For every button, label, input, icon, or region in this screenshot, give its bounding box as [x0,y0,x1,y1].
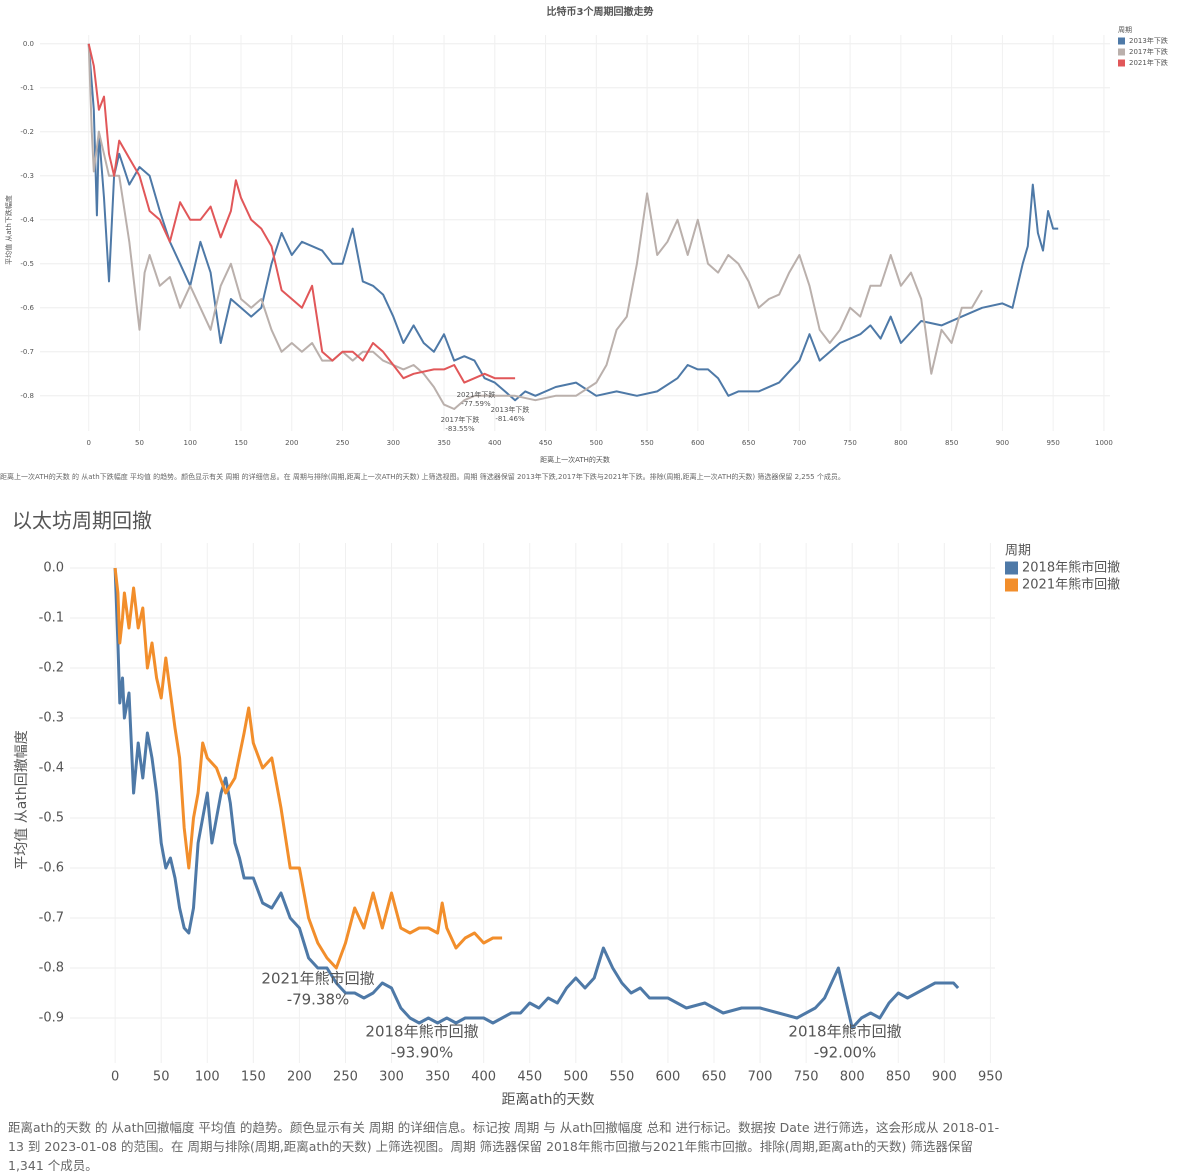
y-tick-label: -0.7 [39,911,64,926]
y-tick-label: -0.5 [20,260,34,268]
x-tick-label: 150 [241,1070,266,1085]
chart-title: 以太坊周期回撤 [12,509,152,533]
y-tick-label: -0.1 [39,611,64,626]
y-tick-label: -0.7 [20,348,34,356]
x-tick-label: 700 [748,1070,773,1085]
x-tick-label: 500 [563,1070,588,1085]
x-tick-label: 850 [945,439,958,447]
x-tick-label: 600 [656,1070,681,1085]
x-tick-label: 0 [111,1070,119,1085]
y-tick-label: -0.1 [20,84,34,92]
x-tick-label: 350 [425,1070,450,1085]
x-tick-label: 50 [153,1070,170,1085]
x-tick-label: 400 [488,439,501,447]
x-tick-label: 200 [285,439,298,447]
y-tick-label: -0.4 [39,761,64,776]
y-tick-label: -0.8 [39,961,64,976]
line [87,43,1059,402]
x-tick-label: 500 [590,439,603,447]
chart-title: 比特币3个周期回撤走势 [547,5,654,18]
x-tick-label: 900 [996,439,1009,447]
annotation: 2021年熊市回撤 [261,970,374,988]
legend-label: 2021年下跌 [1129,58,1168,67]
y-tick-label: 0.0 [43,561,64,576]
x-tick-label: 350 [437,439,450,447]
annotation: 2013年下跌 [491,405,530,414]
y-tick-label: -0.8 [20,392,34,400]
x-tick-label: 200 [287,1070,312,1085]
legend-swatch [1118,48,1125,56]
annotation: 2018年熊市回撤 [788,1023,901,1041]
y-tick-label: -0.2 [39,661,64,676]
y-axis-label: 平均值 从ath下跌幅度 [4,195,13,265]
x-tick-label: 100 [184,439,197,447]
x-tick-label: 550 [640,439,653,447]
x-tick-label: 450 [539,439,552,447]
annotation: -79.38% [287,991,350,1009]
x-axis-label: 距离上一次ATH的天数 [540,455,610,464]
y-tick-label: 0.0 [23,40,34,48]
x-tick-label: 300 [379,1070,404,1085]
x-tick-label: 600 [691,439,704,447]
y-tick-label: -0.3 [39,711,64,726]
line [113,567,503,970]
line [87,43,516,384]
legend-label: 2018年熊市回撤 [1022,560,1120,576]
legend-swatch [1118,37,1125,45]
legend-swatch [1118,59,1125,67]
x-tick-label: 250 [333,1070,358,1085]
x-tick-label: 750 [843,439,856,447]
x-tick-label: 900 [932,1070,957,1085]
x-tick-label: 400 [471,1070,496,1085]
legend-swatch [1005,578,1018,592]
y-tick-label: -0.5 [39,811,64,826]
y-tick-label: -0.6 [39,861,64,876]
y-tick-label: -0.6 [20,304,34,312]
annotation: -92.00% [814,1044,877,1062]
x-tick-label: 800 [894,439,907,447]
x-tick-label: 950 [978,1070,1003,1085]
x-tick-label: 300 [387,439,400,447]
annotation: 2021年下跌 [457,390,496,399]
legend-title: 周期 [1005,544,1031,559]
y-axis-label: 平均值 从ath回撤幅度 [14,730,30,869]
line [87,43,983,410]
annotation: -81.46% [495,415,525,423]
y-tick-label: -0.2 [20,128,34,136]
x-axis-label: 距离ath的天数 [502,1091,595,1108]
annotation: -77.59% [461,400,491,408]
x-tick-label: 650 [702,1070,727,1085]
x-tick-label: 0 [86,439,90,447]
legend-swatch [1005,561,1018,575]
chart-note: 距离ath的天数 的 从ath回撤幅度 平均值 的趋势。颜色显示有关 周期 的详… [8,1120,1000,1173]
line [113,567,960,1030]
x-tick-label: 800 [840,1070,865,1085]
x-tick-label: 1000 [1095,439,1113,447]
annotation: 2017年下跌 [441,415,480,424]
y-tick-label: -0.4 [20,216,34,224]
x-tick-label: 550 [609,1070,634,1085]
chart-note: 距离上一次ATH的天数 的 从ath下跌幅度 平均值 的趋势。颜色显示有关 周期… [0,473,845,481]
x-tick-label: 700 [793,439,806,447]
x-tick-label: 50 [135,439,144,447]
legend-label: 2017年下跌 [1129,47,1168,56]
annotation: -93.90% [391,1044,454,1062]
x-tick-label: 450 [517,1070,542,1085]
y-tick-label: -0.9 [39,1011,64,1026]
y-tick-label: -0.3 [20,172,34,180]
annotation: -83.55% [445,425,475,433]
x-tick-label: 950 [1046,439,1059,447]
x-tick-label: 250 [336,439,349,447]
x-tick-label: 750 [794,1070,819,1085]
legend-title: 周期 [1118,26,1132,34]
x-tick-label: 150 [234,439,247,447]
legend-label: 2021年熊市回撤 [1022,577,1120,593]
annotation: 2018年熊市回撤 [365,1023,478,1041]
x-tick-label: 100 [195,1070,220,1085]
x-tick-label: 850 [886,1070,911,1085]
x-tick-label: 650 [742,439,755,447]
legend-label: 2013年下跌 [1129,36,1168,45]
